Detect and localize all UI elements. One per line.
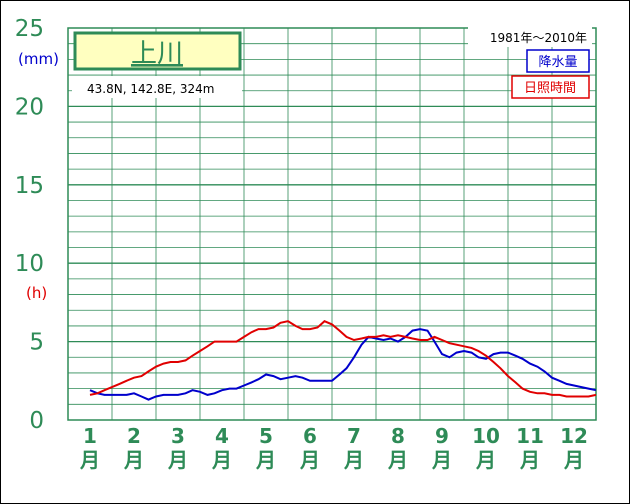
x-tick-month: 月	[255, 448, 276, 472]
x-tick-number: 6	[303, 424, 317, 448]
x-tick-month: 月	[167, 448, 188, 472]
y-axis: 0 5 10 15 20 25	[15, 16, 44, 434]
y-tick-label: 5	[29, 330, 44, 356]
location-label: 43.8N, 142.8E, 324m	[87, 82, 214, 96]
grid	[67, 27, 597, 421]
x-tick-number: 4	[215, 424, 229, 448]
x-tick-month: 月	[519, 448, 540, 472]
y-tick-label: 15	[15, 173, 44, 199]
x-tick-number: 3	[171, 424, 185, 448]
x-tick-month: 月	[299, 448, 320, 472]
x-tick-number: 2	[127, 424, 141, 448]
legend-sun-label: 日照時間	[524, 81, 576, 96]
y-tick-label: 20	[15, 94, 44, 120]
station-name: 上川	[131, 39, 183, 69]
x-tick-number: 10	[472, 424, 500, 448]
location-label-bg	[72, 76, 242, 98]
x-tick-number: 5	[259, 424, 273, 448]
x-tick-number: 11	[516, 424, 544, 448]
legend-sun: 日照時間	[511, 75, 590, 99]
x-tick-month: 月	[475, 448, 496, 472]
x-tick-number: 7	[347, 424, 361, 448]
x-tick-month: 月	[343, 448, 364, 472]
legend-precip: 降水量	[526, 49, 590, 73]
station-title-box: 上川	[73, 31, 242, 71]
sun-line	[89, 320, 597, 398]
x-tick-number: 8	[391, 424, 405, 448]
sun-unit-label: (h)	[26, 284, 47, 302]
x-tick-number: 9	[435, 424, 449, 448]
x-tick-month: 月	[387, 448, 408, 472]
x-tick-month: 月	[431, 448, 452, 472]
y-tick-label: 25	[15, 16, 44, 42]
x-tick-number: 12	[560, 424, 588, 448]
x-tick-month: 月	[123, 448, 144, 472]
x-tick-month: 月	[563, 448, 584, 472]
period-label: 1981年～2010年	[490, 31, 587, 45]
x-tick-month: 月	[79, 448, 100, 472]
period-label-bg	[468, 27, 592, 47]
x-tick-month: 月	[211, 448, 232, 472]
precip-line	[89, 328, 597, 401]
y-tick-label: 10	[15, 251, 44, 277]
y-tick-label: 0	[29, 408, 44, 434]
precip-unit-label: (mm)	[18, 50, 59, 68]
x-tick-number: 1	[83, 424, 97, 448]
legend-precip-label: 降水量	[538, 55, 577, 70]
